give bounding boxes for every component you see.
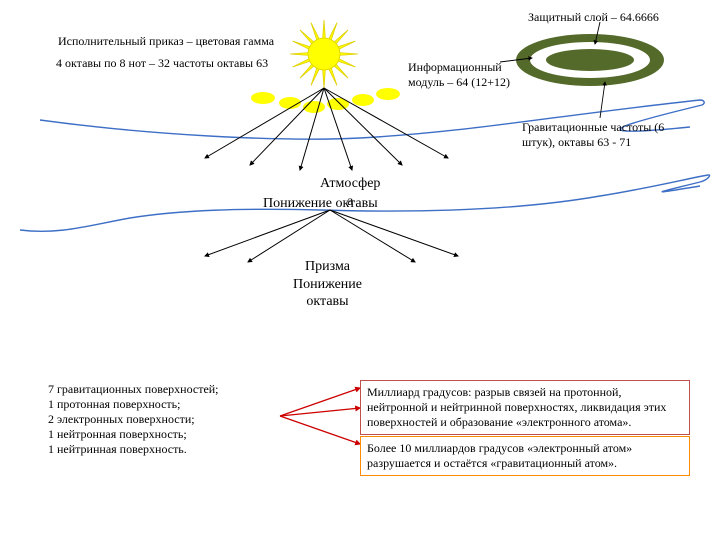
label-shield-layer: Защитный слой – 64.6666 [528, 10, 659, 25]
sun-icon [290, 20, 358, 88]
label-executive-order: Исполнительный приказ – цветовая гамма [58, 34, 274, 49]
label-info-module: Информационный модуль – 64 (12+12) [408, 60, 510, 90]
label-prism: Призма Понижение октавы [293, 258, 362, 311]
label-grav-frequencies: Гравитационные частоты (6 штук), октавы … [522, 120, 664, 150]
label-lowering-1: Понижение октавы [263, 195, 378, 213]
label-surfaces-list: 7 гравитационных поверхностей; 1 протонн… [48, 382, 219, 457]
diagram-canvas: Исполнительный приказ – цветовая гамма 4… [0, 0, 720, 540]
red-fan-lines [280, 388, 360, 444]
info-module-rings [516, 34, 664, 86]
label-octaves-note: 4 октавы по 8 нот – 32 частоты октавы 63 [56, 56, 268, 71]
box-billion-degrees: Миллиард градусов: разрыв связей на прот… [360, 380, 690, 435]
box-ten-billion-degrees: Более 10 миллиардов градусов «электронны… [360, 436, 690, 476]
